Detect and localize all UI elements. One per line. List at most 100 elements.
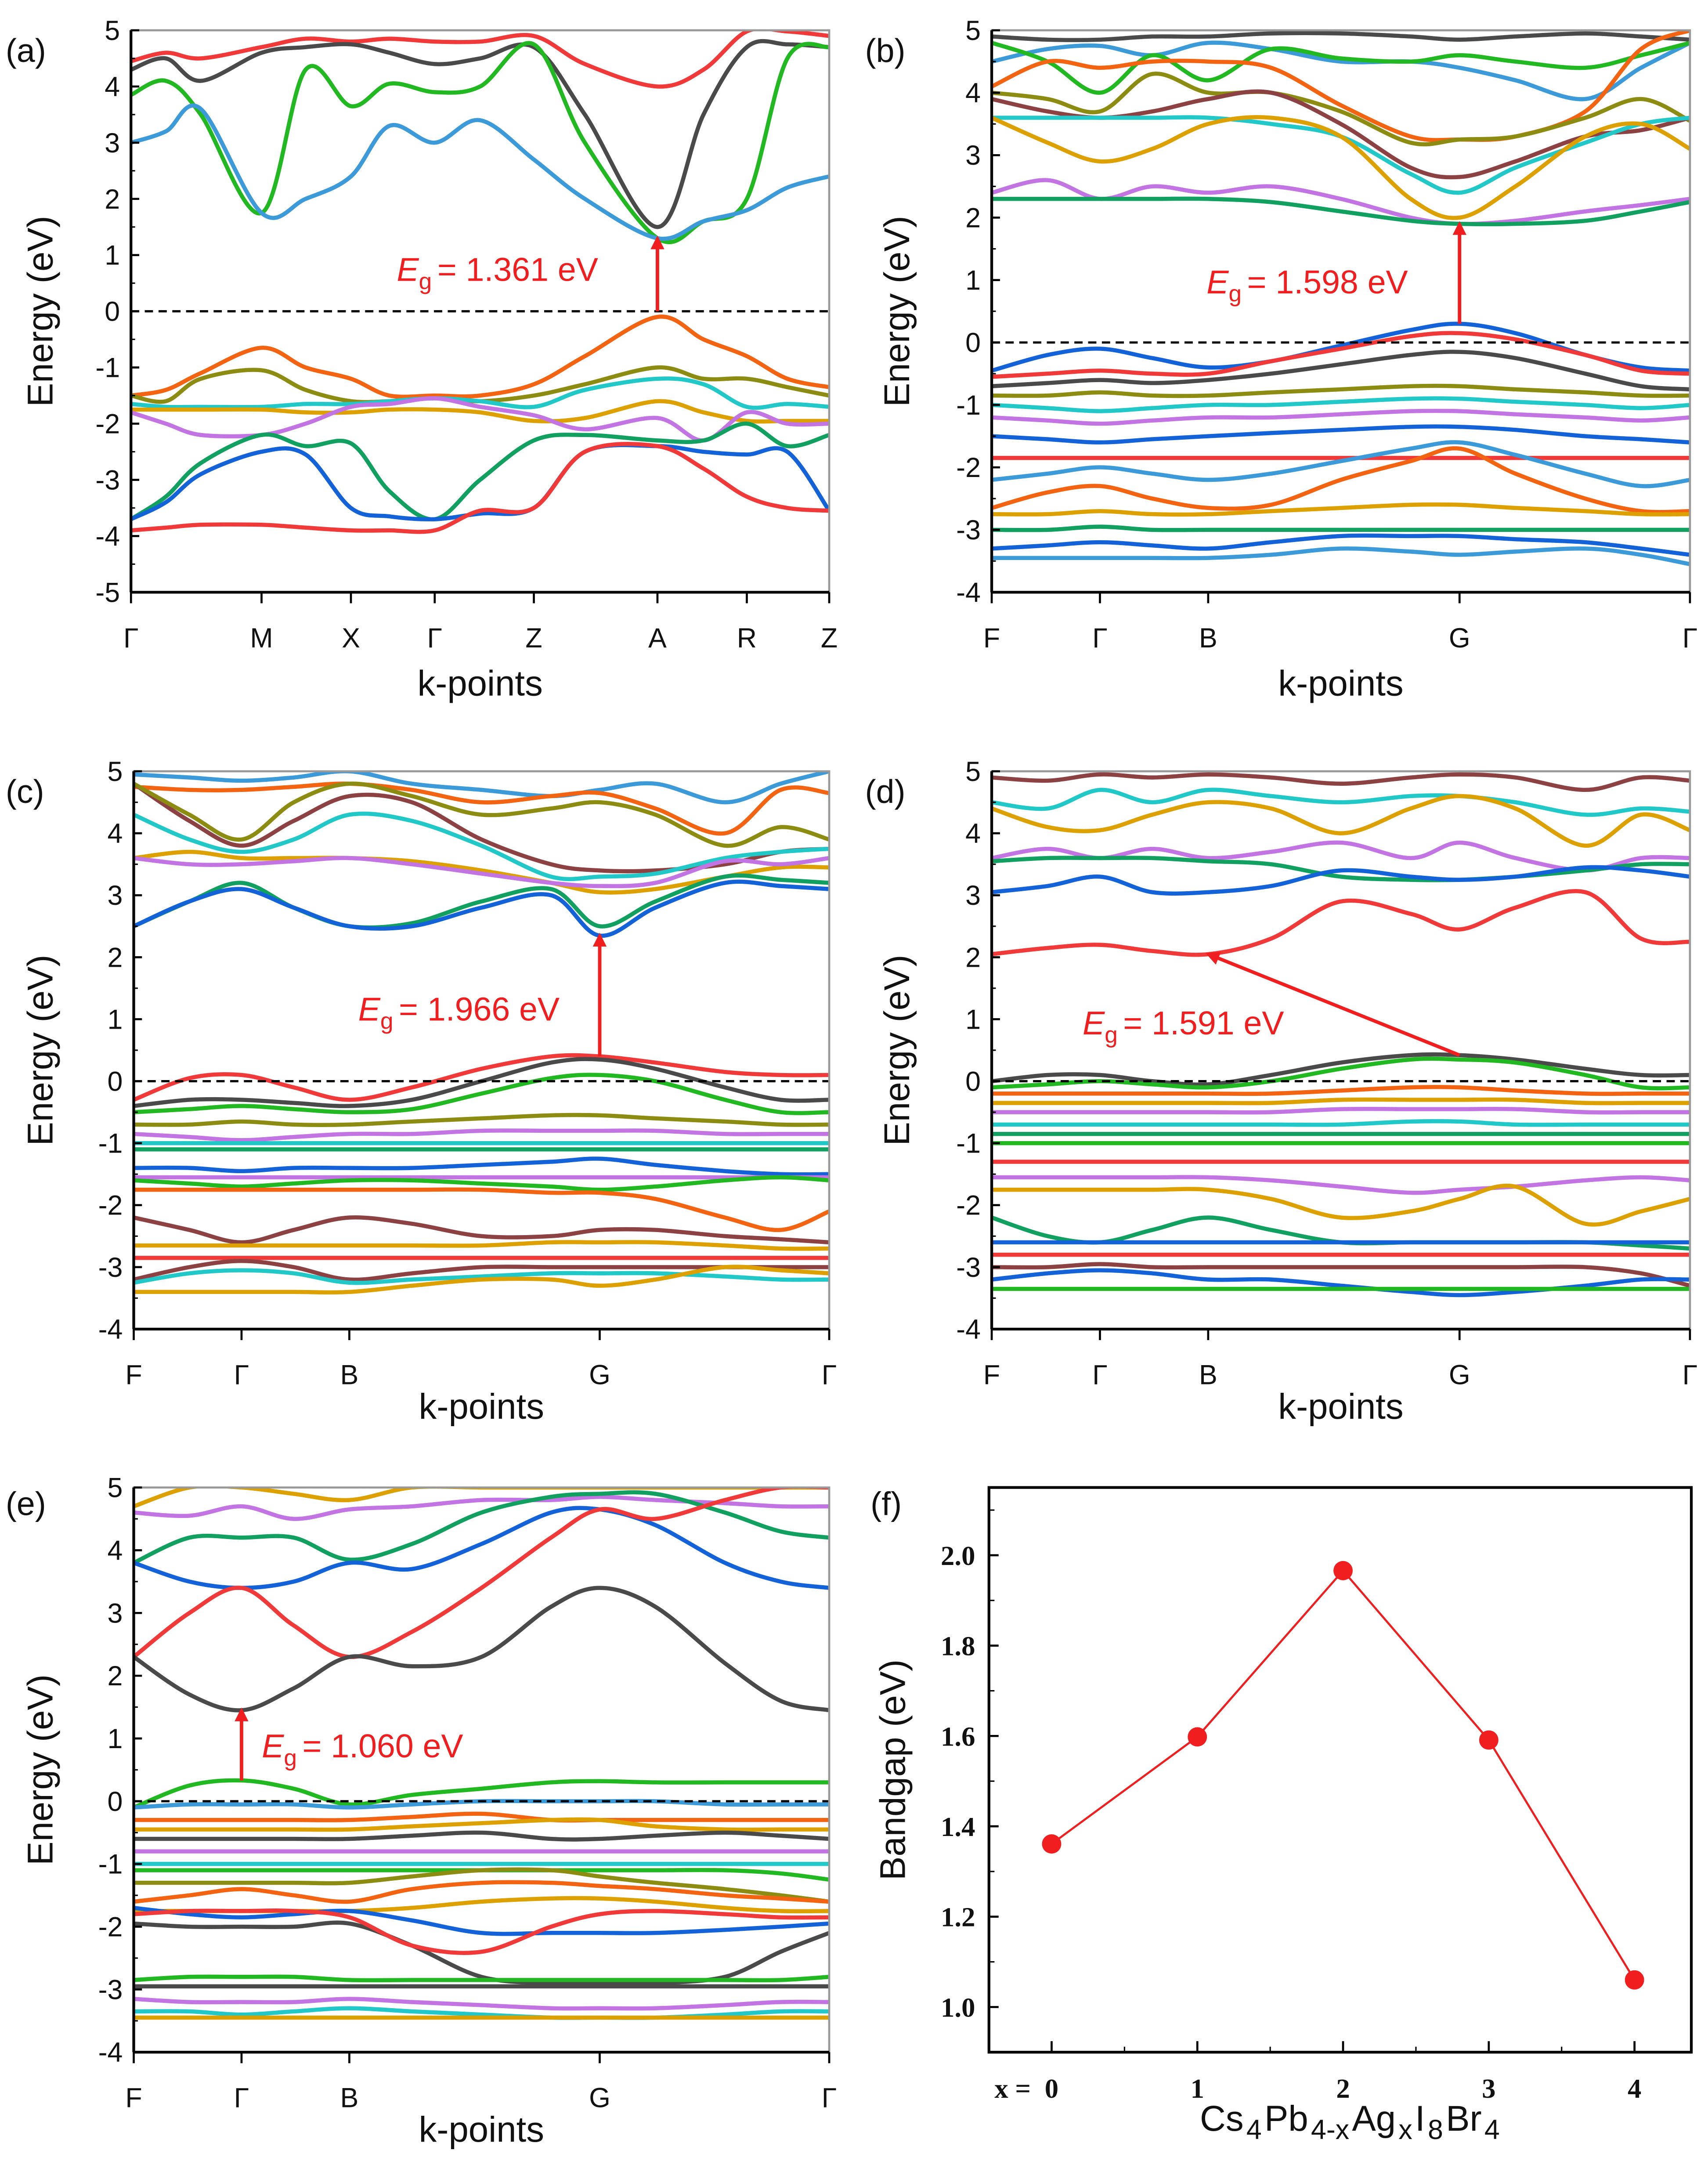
band-line xyxy=(992,856,1690,882)
plot-frame xyxy=(990,770,1691,1330)
panel-d: (d) -4 -3 -2 -1 0 1 2 3 4 5 F Γ B G Γ Energy (eV) k-point… xyxy=(865,756,1698,1427)
k-tick-label: Γ xyxy=(234,2083,249,2114)
band-line xyxy=(992,1183,1690,1227)
band-line xyxy=(134,811,830,882)
formula-subscript: 4 xyxy=(1484,2114,1500,2145)
formula-subscript: 4 xyxy=(1246,2114,1262,2145)
k-tick-label: A xyxy=(648,623,667,654)
band-line xyxy=(134,1506,830,1590)
y-tick-label: -3 xyxy=(956,515,981,546)
band-line xyxy=(992,396,1690,413)
formula-element: Br xyxy=(1446,2099,1482,2139)
bandgap-symbol: E xyxy=(397,251,419,288)
bandgap-subscript: g xyxy=(1105,1022,1118,1048)
formula-subscript: x xyxy=(1398,2114,1412,2145)
k-tick-label: Z xyxy=(525,623,542,654)
k-tick-label: Γ xyxy=(1683,1359,1698,1390)
band-line xyxy=(992,1106,1690,1115)
panel-a: (a) -5 -4 -3 -2 -1 0 1 2 3 4 5 Γ M X Γ Z A R Z Energy (eV) k-… xyxy=(6,15,838,704)
k-tick-label: B xyxy=(340,1359,358,1390)
y-tick-label: -3 xyxy=(98,1974,123,2005)
k-tick-label: R xyxy=(737,623,757,654)
band-line xyxy=(131,421,830,522)
bandgap-label: Eg = 1.060 eV xyxy=(262,1727,463,1771)
band-line xyxy=(134,1908,830,1955)
panel-label: (e) xyxy=(6,1485,46,1522)
bandgap-value: = 1.361 eV xyxy=(437,251,598,288)
k-tick-label: Γ xyxy=(1092,1359,1108,1390)
y-tick-label: -1 xyxy=(956,390,981,421)
k-tick-label: G xyxy=(589,2083,610,2114)
band-line xyxy=(992,115,1690,195)
bandgap-symbol: E xyxy=(1083,1005,1105,1041)
k-tick-label: Γ xyxy=(234,1359,249,1390)
y-axis-title: Energy (eV) xyxy=(20,955,60,1146)
plot-frame xyxy=(987,1486,1693,2054)
y-tick-label: 3 xyxy=(108,1598,123,1629)
bands-group xyxy=(992,772,1690,1297)
y-tick-label: -1 xyxy=(95,353,120,383)
formula-subscript: 4-x xyxy=(1311,2114,1349,2145)
band-line xyxy=(992,331,1690,379)
y-tick-label: 1.2 xyxy=(941,1902,975,1933)
y-tick-label: 1.0 xyxy=(941,1992,975,2023)
y-tick-label: 1 xyxy=(105,240,120,271)
formula-element: Cs xyxy=(1200,2099,1244,2139)
y-axis-title: Bandgap (eV) xyxy=(873,1659,913,1880)
formula-subscript: 8 xyxy=(1428,2114,1443,2145)
band-line xyxy=(134,856,830,889)
y-tick-label: -4 xyxy=(98,2037,123,2068)
y-tick-label: 5 xyxy=(105,15,120,46)
y-tick-label: 1 xyxy=(965,1004,981,1035)
k-tick-label: Γ xyxy=(123,623,139,654)
band-line xyxy=(131,314,830,399)
y-tick-label: 2 xyxy=(965,202,981,233)
y-tick-label: 3 xyxy=(108,880,123,911)
k-tick-label: G xyxy=(1449,1359,1470,1390)
k-tick-label: G xyxy=(589,1359,610,1390)
k-tick-label: F xyxy=(983,623,1000,654)
band-line xyxy=(134,1817,830,1832)
band-line xyxy=(992,30,1690,142)
band-line xyxy=(992,408,1690,426)
band-line xyxy=(134,1811,830,1823)
k-tick-label: X xyxy=(342,623,360,654)
band-line xyxy=(134,1920,830,1986)
band-line xyxy=(131,399,830,424)
k-tick-label: Γ xyxy=(822,1359,837,1390)
band-line xyxy=(992,115,1690,220)
formula-element: I xyxy=(1415,2099,1425,2139)
band-line xyxy=(992,446,1690,514)
bandgap-subscript: g xyxy=(380,1008,394,1034)
band-line xyxy=(134,1268,830,1285)
bandgap-subscript: g xyxy=(1228,281,1242,307)
y-tick-label: 1.6 xyxy=(941,1721,975,1752)
k-tick-label: Γ xyxy=(427,623,443,654)
data-point xyxy=(1333,1561,1353,1580)
k-tick-label: G xyxy=(1449,623,1470,654)
x-tick-label: 2 xyxy=(1336,2073,1350,2104)
band-line xyxy=(134,1495,830,1521)
band-line xyxy=(134,1265,830,1295)
bandgap-label: Eg = 1.591 eV xyxy=(1083,1005,1284,1048)
y-tick-label: -2 xyxy=(98,1190,123,1221)
band-line xyxy=(131,396,830,443)
bandgap-subscript: g xyxy=(284,1745,297,1771)
y-tick-label: -2 xyxy=(95,409,120,440)
x-prefix-label: x = xyxy=(994,2073,1031,2104)
y-tick-label: -1 xyxy=(956,1128,981,1159)
band-line xyxy=(992,71,1690,147)
x-axis-title: Cs 4 Pb 4-x Ag x I 8 Br 4 xyxy=(1200,2099,1500,2145)
x-axis-title: k-points xyxy=(419,1387,544,1427)
y-tick-label: 4 xyxy=(108,1535,123,1566)
bandgap-value: = 1.591 eV xyxy=(1123,1005,1284,1041)
panel-c: (c) -4 -3 -2 -1 0 1 2 3 4 5 F Γ B G Γ Energy (eV) k-point… xyxy=(6,756,837,1427)
band-line xyxy=(134,879,830,938)
band-line xyxy=(134,1053,830,1102)
y-axis-title: Energy (eV) xyxy=(20,216,60,407)
band-line xyxy=(134,1487,830,1659)
formula-element: Ag xyxy=(1352,2099,1396,2139)
k-tick-label: B xyxy=(1199,1359,1217,1390)
y-tick-label: 4 xyxy=(965,78,981,108)
y-tick-label: 5 xyxy=(108,756,123,787)
